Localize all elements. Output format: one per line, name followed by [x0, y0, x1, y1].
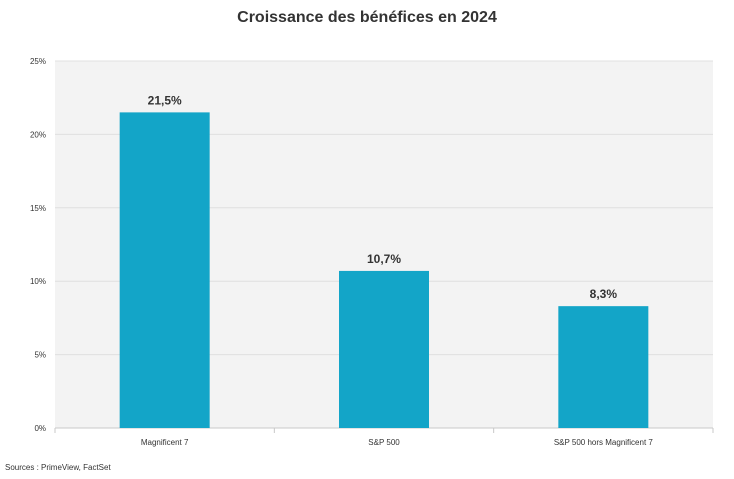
data-label: 10,7%: [367, 252, 401, 266]
data-label: 21,5%: [148, 93, 182, 107]
data-label: 8,3%: [590, 287, 618, 301]
y-tick-label: 5%: [34, 351, 46, 360]
y-tick-label: 20%: [30, 130, 46, 139]
y-tick-label: 0%: [34, 424, 46, 433]
source-note: Sources : PrimeView, FactSet: [5, 463, 111, 472]
bar: [119, 112, 210, 428]
x-tick-label: S&P 500 hors Magnificent 7: [554, 438, 654, 447]
x-tick-label: Magnificent 7: [141, 438, 189, 447]
x-tick-label: S&P 500: [368, 438, 400, 447]
chart-title: Croissance des bénéfices en 2024: [237, 9, 497, 26]
bar: [339, 270, 429, 428]
bar: [558, 306, 649, 428]
y-tick-label: 25%: [30, 57, 46, 66]
y-tick-label: 15%: [30, 204, 46, 213]
y-tick-label: 10%: [30, 277, 46, 286]
